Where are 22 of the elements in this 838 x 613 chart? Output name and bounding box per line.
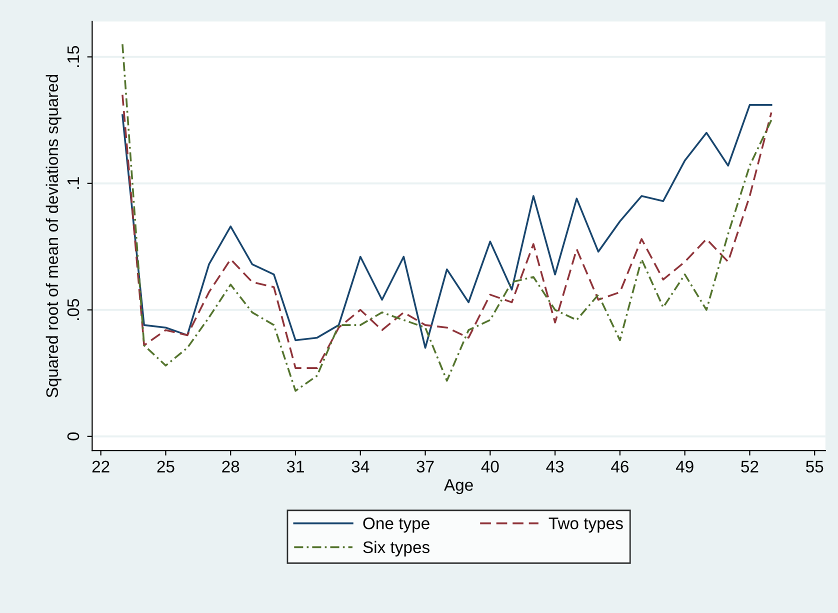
y-tick-label: .1: [68, 177, 79, 189]
y-tick-label: .15: [68, 46, 80, 67]
legend-label: Two types: [548, 518, 623, 533]
x-tick-label: 31: [286, 460, 304, 473]
x-tick-label: 37: [416, 460, 434, 473]
x-tick-label: 49: [676, 460, 694, 473]
x-tick-label: 52: [741, 460, 758, 473]
x-tick-label: 22: [92, 460, 110, 472]
x-tick-label: 40: [481, 460, 499, 473]
x-tick-label: 25: [157, 460, 174, 473]
x-tick-label: 43: [546, 460, 564, 473]
legend-label: One type: [363, 517, 430, 533]
line-series: [122, 43, 772, 392]
y-tick-label: 0: [67, 432, 80, 440]
x-tick-label: 28: [222, 460, 240, 473]
y-axis-title: Squared root of mean of deviations squared: [46, 74, 62, 398]
x-tick-label: 46: [611, 460, 628, 473]
x-tick-label: 34: [352, 460, 370, 473]
x-axis-title: Age: [444, 479, 473, 494]
legend-label: Six types: [363, 540, 430, 556]
x-tick-label: 55: [806, 460, 824, 473]
y-tick-label: .05: [67, 298, 80, 320]
